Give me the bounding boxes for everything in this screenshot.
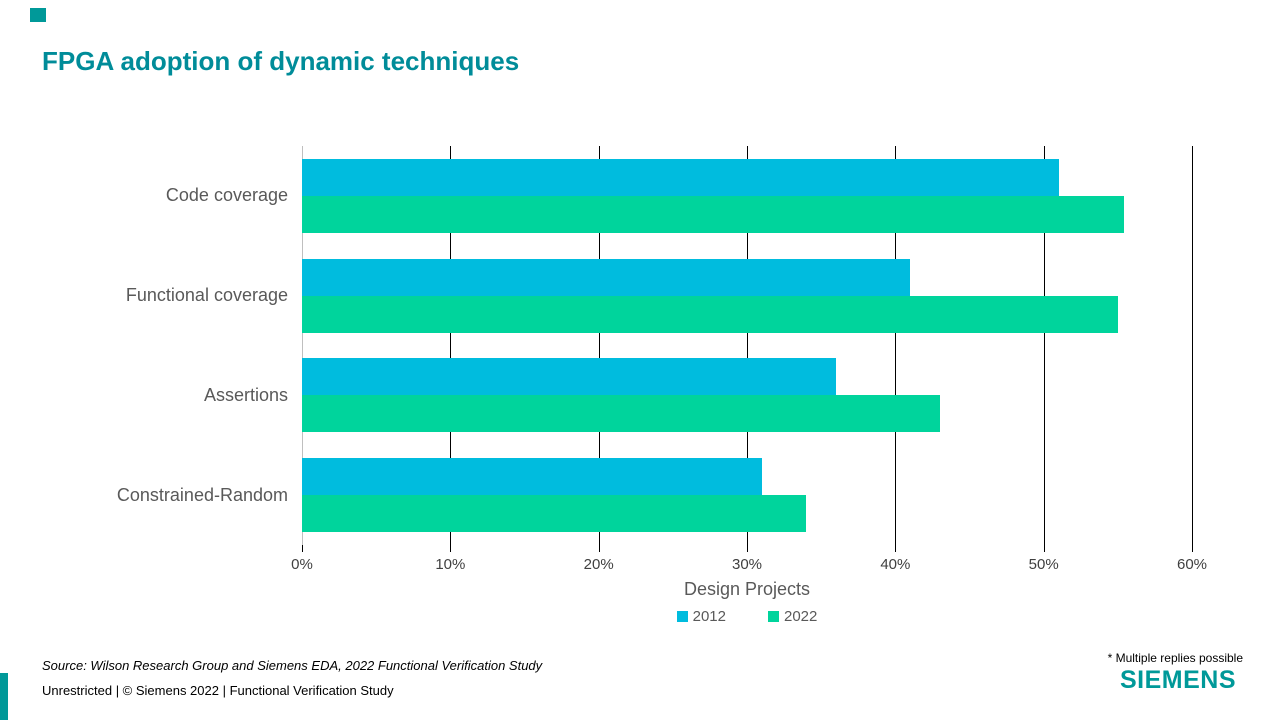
bar-group-functional-coverage <box>302 246 1192 346</box>
axis-tick <box>1043 545 1045 552</box>
x-tick-label: 40% <box>880 556 911 573</box>
source-note: Source: Wilson Research Group and Siemen… <box>42 658 543 673</box>
legend-swatch <box>676 611 688 622</box>
category-axis: Code coverage Functional coverage Assertio… <box>0 146 288 545</box>
gridline <box>1192 146 1193 545</box>
gridline <box>1043 146 1045 545</box>
axis-tick <box>747 545 748 552</box>
category-label: Functional coverage <box>125 285 288 306</box>
bar-2022 <box>302 395 940 433</box>
x-tick-label: 50% <box>1028 556 1059 573</box>
x-tick-label: 30% <box>731 556 763 573</box>
x-axis-ticks <box>302 545 1193 552</box>
bar-2012 <box>302 458 762 496</box>
bar-2022 <box>302 295 1118 333</box>
category-label: Constrained-Random <box>116 484 288 505</box>
bar-2012 <box>302 258 911 296</box>
page-title: FPGA adoption of dynamic techniques <box>42 46 520 76</box>
axis-tick <box>302 545 303 552</box>
axis-tick <box>1192 545 1193 552</box>
x-tick-label: 20% <box>583 556 614 573</box>
siemens-logo: SIEMENS <box>1119 666 1236 694</box>
gridline <box>450 146 452 545</box>
footnote: * Multiple replies possible <box>1107 651 1243 665</box>
legend-item-2012: 2012 <box>676 608 726 625</box>
legend-label: 2022 <box>784 608 818 625</box>
bar-2022 <box>302 495 807 533</box>
bar-2012 <box>302 358 836 396</box>
x-tick-label: 0% <box>291 556 313 573</box>
category-label: Assertions <box>203 384 288 405</box>
axis-tick <box>895 545 897 552</box>
plot-area <box>302 146 1193 545</box>
bar-2012 <box>302 158 1059 196</box>
bar-group-code-coverage <box>302 146 1192 246</box>
template-accent-top-left <box>30 8 46 22</box>
bar-group-assertions <box>302 346 1192 446</box>
gridline <box>895 146 897 545</box>
x-tick-label: 60% <box>1176 556 1208 573</box>
gridline <box>747 146 748 545</box>
x-tick-label: 10% <box>435 556 466 573</box>
axis-tick <box>450 545 452 552</box>
classification-note: Unrestricted | © Siemens 2022 | Function… <box>42 683 394 698</box>
x-axis-title: Design Projects <box>683 579 811 599</box>
legend-swatch <box>768 611 779 622</box>
category-label: Code coverage <box>165 185 288 206</box>
bar-group-constrained-random <box>302 445 1192 545</box>
x-axis-labels: 0% 10% 20% 30% 40% 50% 60% <box>291 556 1207 576</box>
legend-label: 2012 <box>692 608 726 625</box>
legend-item-2022: 2022 <box>768 608 817 625</box>
axis-tick <box>598 545 600 552</box>
legend: 2012 2022 <box>302 608 1192 625</box>
gridline <box>302 146 303 545</box>
bar-2022 <box>302 195 1124 233</box>
template-accent-bottom-left <box>0 673 8 720</box>
gridline <box>598 146 600 545</box>
